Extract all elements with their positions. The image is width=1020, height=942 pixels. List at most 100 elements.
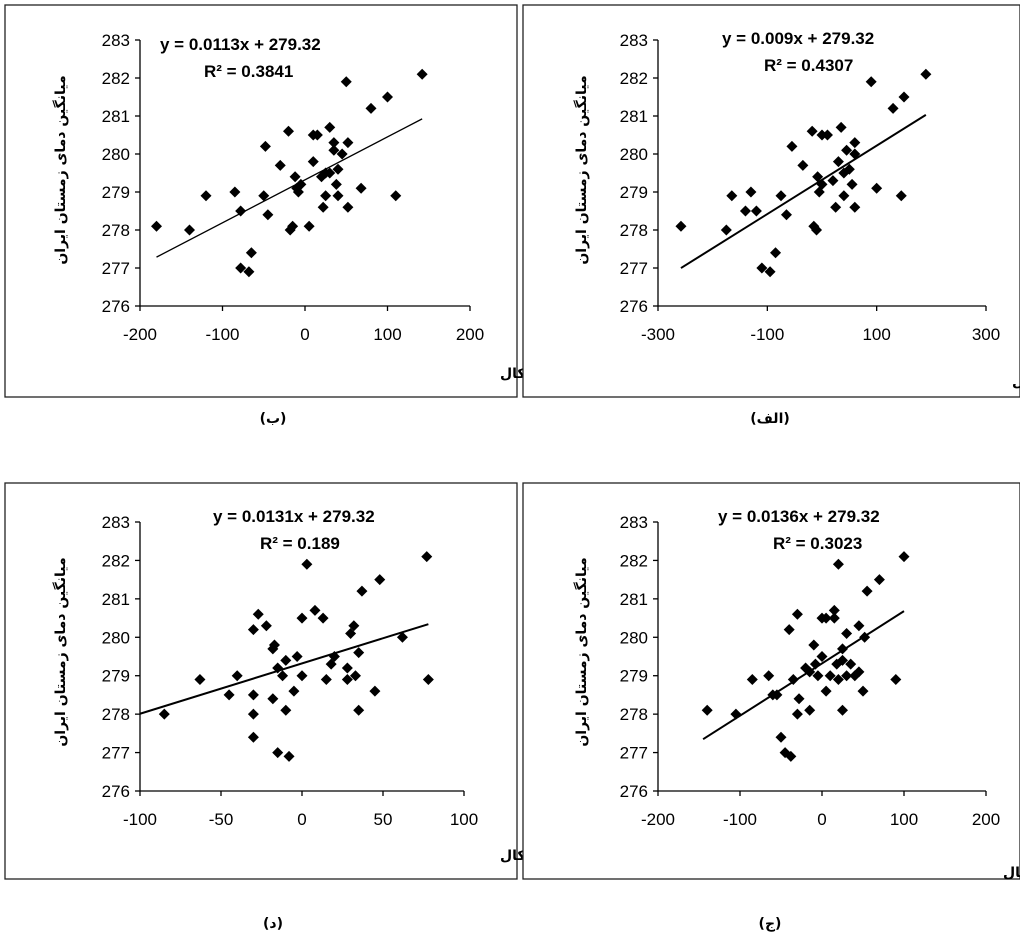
data-point — [785, 750, 797, 762]
data-point — [231, 670, 243, 682]
data-point — [301, 558, 313, 570]
y-tick-label: 282 — [620, 69, 648, 88]
data-point — [739, 205, 751, 217]
data-point — [262, 209, 274, 221]
data-point — [341, 662, 353, 674]
y-tick-label: 279 — [620, 183, 648, 202]
y-tick-label: 280 — [620, 145, 648, 164]
data-point — [328, 144, 340, 156]
data-point — [289, 171, 301, 183]
data-point — [820, 685, 832, 697]
data-point — [849, 148, 861, 160]
data-point — [750, 205, 762, 217]
data-point — [247, 689, 259, 701]
chart-caption: (د) — [263, 916, 283, 932]
data-point — [811, 224, 823, 236]
data-point — [793, 693, 805, 705]
data-point — [701, 704, 713, 716]
data-point — [828, 612, 840, 624]
chart-caption: (ج) — [759, 916, 782, 932]
data-point — [369, 685, 381, 697]
data-point — [804, 704, 816, 716]
data-point — [382, 91, 393, 103]
data-point — [235, 205, 247, 217]
y-tick-label: 279 — [102, 667, 130, 686]
data-point — [812, 171, 824, 183]
data-point — [252, 608, 264, 620]
data-point — [247, 731, 259, 743]
r-squared-label: R² = 0.3023 — [773, 534, 862, 553]
trend-equation: y = 0.0113x + 279.32 — [160, 35, 321, 54]
data-point — [780, 209, 792, 221]
y-tick-label: 276 — [620, 782, 648, 801]
y-tick-label: 278 — [102, 221, 130, 240]
y-tick-label: 278 — [620, 705, 648, 724]
x-tick-label: -100 — [750, 325, 784, 344]
data-point — [720, 224, 732, 236]
data-point — [832, 674, 844, 686]
x-tick-label: 50 — [374, 810, 393, 829]
y-tick-label: 281 — [620, 590, 648, 609]
data-point — [827, 175, 839, 187]
data-point — [828, 604, 840, 616]
data-point — [832, 558, 844, 570]
data-point — [309, 604, 321, 616]
data-point — [804, 666, 816, 678]
x-tick-label: 300 — [972, 325, 1000, 344]
chart-frame — [4, 4, 518, 398]
data-point — [745, 186, 757, 198]
data-point — [843, 163, 855, 175]
data-point — [274, 159, 286, 171]
y-axis-title: میانگین دمای زمستان ایران — [573, 75, 590, 264]
y-tick-label: 283 — [102, 513, 130, 532]
data-point — [151, 220, 162, 232]
data-point — [223, 689, 235, 701]
data-point — [330, 178, 342, 190]
data-point — [272, 662, 284, 674]
x-tick-label: 100 — [450, 810, 478, 829]
data-point — [830, 201, 842, 213]
data-point — [247, 708, 259, 720]
data-point — [303, 220, 315, 232]
data-point — [194, 674, 206, 686]
data-point — [324, 121, 336, 133]
data-point — [849, 201, 861, 213]
data-point — [280, 654, 292, 666]
data-point — [837, 654, 848, 666]
data-point — [296, 670, 308, 682]
data-point — [280, 704, 292, 716]
chart-jim: 276 277 278 279 280 281 282 283 -200 -100 0 100 200 y… — [522, 482, 1020, 881]
data-point — [846, 178, 858, 190]
data-point — [291, 651, 303, 662]
y-tick-label: 277 — [620, 259, 648, 278]
y-axis-title: میانگین دمای زمستان ایران — [573, 557, 590, 746]
r-squared-label: R² = 0.4307 — [764, 56, 853, 75]
data-point — [288, 685, 300, 697]
y-tick-label: 281 — [102, 590, 130, 609]
data-point — [871, 182, 883, 194]
data-point — [806, 125, 818, 137]
data-point — [324, 167, 336, 179]
data-point — [791, 708, 803, 720]
data-point — [267, 693, 279, 705]
data-point — [783, 624, 795, 636]
data-point — [865, 76, 877, 88]
data-point — [158, 708, 170, 720]
data-point — [349, 670, 361, 682]
data-point — [328, 651, 340, 662]
data-point — [243, 266, 255, 278]
x-tick-label: 100 — [373, 325, 401, 344]
data-point — [356, 585, 368, 597]
x-axis-title: شاخص ارتفاع ژئوپتانسیلی تراز ۲۵۰ هکتوپاس… — [1012, 374, 1020, 390]
y-tick-label: 281 — [620, 107, 648, 126]
y-tick-label: 278 — [102, 705, 130, 724]
y-tick-label: 280 — [102, 628, 130, 647]
data-point — [277, 670, 289, 682]
data-point — [816, 651, 828, 662]
data-point — [808, 639, 820, 651]
data-point — [820, 612, 832, 624]
chart-b: 276 277 278 279 280 281 282 283 -200 -100 0 100 200 y… — [4, 4, 834, 398]
data-point — [283, 750, 295, 762]
data-point — [845, 658, 857, 670]
